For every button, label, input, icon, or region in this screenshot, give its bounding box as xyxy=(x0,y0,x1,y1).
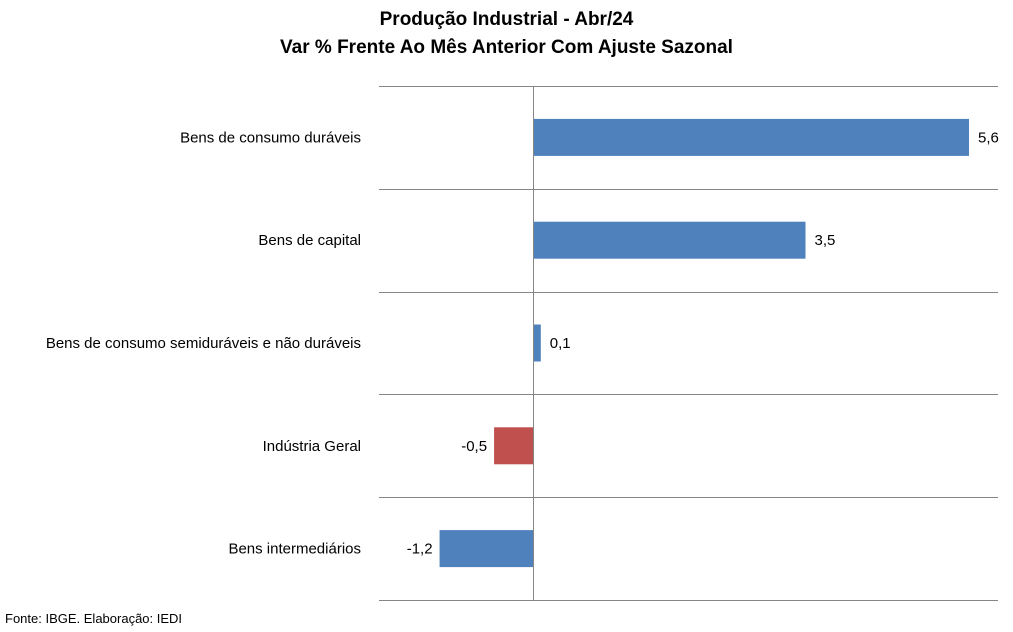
data-label: 3,5 xyxy=(815,232,836,249)
data-label: -1,2 xyxy=(407,541,433,558)
category-label: Bens de capital xyxy=(258,232,361,249)
bar xyxy=(494,427,533,465)
chart-title-block: Produção Industrial - Abr/24 Var % Frent… xyxy=(0,6,1013,62)
category-label: Bens de consumo duráveis xyxy=(180,129,361,146)
bar xyxy=(533,221,806,259)
bar xyxy=(533,118,969,156)
data-label: 5,6 xyxy=(978,129,999,146)
source-note: Fonte: IBGE. Elaboração: IEDI xyxy=(5,611,183,626)
category-label: Bens intermediários xyxy=(228,541,361,558)
chart-subtitle: Var % Frente Ao Mês Anterior Com Ajuste … xyxy=(280,37,733,58)
chart-title: Produção Industrial - Abr/24 xyxy=(379,9,634,30)
bar xyxy=(533,324,541,362)
category-label: Bens de consumo semiduráveis e não duráv… xyxy=(46,335,361,352)
data-label: -0,5 xyxy=(461,438,487,455)
category-label: Indústria Geral xyxy=(263,438,361,455)
bar xyxy=(439,530,533,568)
data-label: 0,1 xyxy=(550,335,571,352)
